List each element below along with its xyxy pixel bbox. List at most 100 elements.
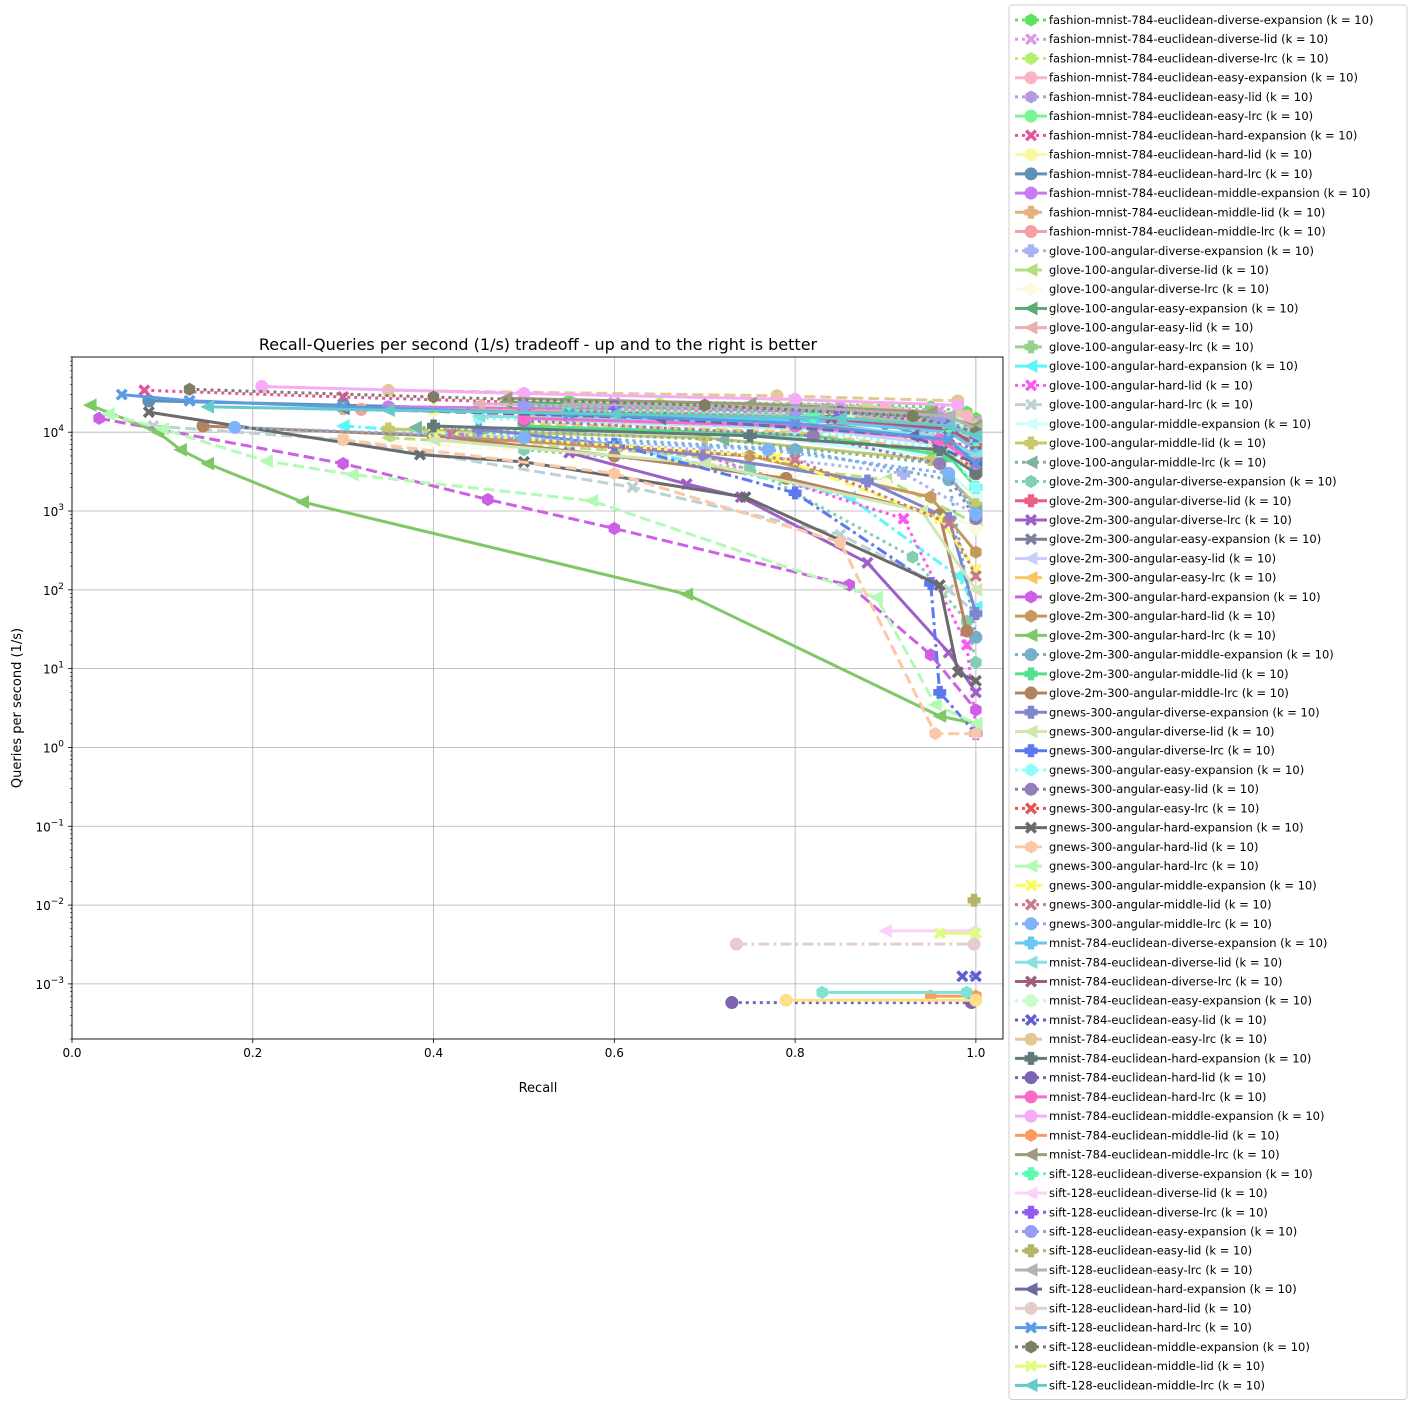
data-point	[770, 451, 784, 464]
data-point	[960, 638, 973, 651]
y-tick-label: 10−1	[35, 818, 64, 834]
data-point	[951, 666, 964, 679]
data-point	[142, 406, 155, 419]
legend-entry: glove-2m-300-angular-hard-expansion (k =…	[1015, 590, 1321, 604]
legend-marker	[1025, 609, 1037, 623]
series-line	[343, 438, 976, 736]
legend-entry: gnews-300-angular-diverse-expansion (k =…	[1015, 705, 1320, 719]
legend-marker	[1024, 936, 1038, 950]
legend-entry: fashion-mnist-784-euclidean-hard-expansi…	[1015, 128, 1357, 142]
legend-label: gnews-300-angular-diverse-lrc (k = 10)	[1049, 744, 1275, 758]
legend-marker	[1023, 724, 1038, 739]
legend-marker	[1024, 994, 1038, 1008]
legend-label: mnist-784-euclidean-easy-expansion (k = …	[1049, 994, 1312, 1008]
legend-label: sift-128-euclidean-easy-expansion (k = 1…	[1049, 1224, 1297, 1238]
data-point	[969, 508, 983, 522]
legend-label: sift-128-euclidean-middle-lid (k = 10)	[1049, 1359, 1265, 1373]
legend-label: glove-100-angular-hard-lrc (k = 10)	[1049, 398, 1253, 412]
legend-marker	[1024, 1321, 1038, 1334]
legend-marker	[1024, 513, 1038, 527]
data-point	[345, 467, 359, 482]
legend-label: mnist-784-euclidean-hard-expansion (k = …	[1049, 1051, 1311, 1065]
legend-label: sift-128-euclidean-hard-lrc (k = 10)	[1049, 1321, 1252, 1335]
data-point	[729, 937, 743, 951]
data-point	[584, 493, 599, 508]
legend-marker	[1024, 1360, 1038, 1373]
legend-marker	[1023, 455, 1038, 470]
data-point	[101, 407, 115, 421]
legend-marker	[1025, 51, 1037, 66]
legend-marker	[1025, 840, 1037, 854]
data-point	[869, 590, 883, 605]
data-point	[82, 398, 97, 413]
legend-entry: mnist-784-euclidean-middle-lid (k = 10)	[1015, 1128, 1279, 1142]
legend-entry: mnist-784-euclidean-easy-expansion (k = …	[1015, 994, 1312, 1008]
legend-entry: glove-100-angular-easy-lrc (k = 10)	[1015, 340, 1254, 354]
data-point	[739, 491, 752, 504]
legend-marker	[1024, 1224, 1038, 1238]
data-point	[967, 937, 981, 951]
data-point	[336, 419, 350, 433]
legend-entry: glove-2m-300-angular-middle-lrc (k = 10)	[1015, 686, 1289, 700]
y-tick-label: 101	[43, 661, 64, 677]
series-line	[433, 424, 977, 475]
data-point	[968, 429, 983, 443]
legend-marker	[1024, 1167, 1038, 1181]
series-glove-2m-300-angular-hard-expansion	[93, 411, 982, 717]
data-point	[861, 556, 874, 569]
legend-label: gnews-300-angular-middle-lid (k = 10)	[1049, 898, 1272, 912]
legend-entry: fashion-mnist-784-euclidean-middle-expan…	[1015, 186, 1371, 200]
data-point	[969, 674, 982, 687]
data-point	[933, 457, 947, 471]
legend-entry: glove-100-angular-hard-lrc (k = 10)	[1015, 398, 1253, 412]
legend-marker	[1023, 1282, 1038, 1296]
legend-label: glove-100-angular-middle-lid (k = 10)	[1049, 436, 1266, 450]
data-point	[779, 993, 793, 1007]
data-point	[183, 394, 196, 407]
y-tick-label: 102	[43, 582, 64, 598]
series-line	[433, 430, 978, 571]
legend-marker	[1023, 417, 1038, 431]
legend-entry: gnews-300-angular-middle-expansion (k = …	[1015, 878, 1317, 892]
legend-label: glove-2m-300-angular-middle-expansion (k…	[1049, 648, 1334, 662]
legend-marker	[1023, 570, 1038, 585]
series-gnews-300-angular-middle-lrc	[228, 420, 983, 522]
legend-entry: mnist-784-euclidean-diverse-expansion (k…	[1015, 936, 1327, 950]
legend-label: glove-100-angular-hard-lid (k = 10)	[1049, 378, 1253, 392]
legend-entry: glove-100-angular-hard-expansion (k = 10…	[1015, 359, 1298, 373]
series-unlabeled-series-72	[816, 985, 973, 999]
data-point	[969, 970, 982, 983]
data-point	[860, 474, 874, 488]
legend-entry: gnews-300-angular-diverse-lid (k = 10)	[1015, 725, 1275, 739]
chart-title: Recall-Queries per second (1/s) tradeoff…	[259, 335, 818, 354]
legend-entry: fashion-mnist-784-euclidean-hard-lid (k …	[1015, 148, 1312, 162]
legend-entry: sift-128-euclidean-easy-lid (k = 10)	[1015, 1244, 1252, 1258]
legend-label: glove-2m-300-angular-easy-lrc (k = 10)	[1049, 571, 1276, 585]
data-point	[743, 429, 757, 443]
legend-label: sift-128-euclidean-easy-lrc (k = 10)	[1049, 1263, 1252, 1277]
legend-marker	[1024, 379, 1038, 392]
legend-marker	[1024, 398, 1038, 411]
legend-entry: mnist-784-euclidean-hard-expansion (k = …	[1015, 1051, 1311, 1065]
y-axis-label: Queries per second (1/s)	[10, 628, 25, 788]
legend-marker	[1024, 1244, 1038, 1258]
data-point	[969, 927, 982, 940]
legend-marker	[1024, 109, 1038, 123]
data-point	[969, 993, 983, 1007]
data-point	[788, 443, 802, 457]
legend-label: sift-128-euclidean-middle-expansion (k =…	[1049, 1340, 1310, 1354]
legend-marker	[1024, 705, 1038, 719]
series-glove-2m-300-angular-hard-lrc	[82, 398, 983, 731]
legend-marker	[1024, 1013, 1038, 1026]
legend-marker	[1023, 1147, 1038, 1162]
x-tick-label: 0.4	[424, 1046, 443, 1060]
legend-entry: mnist-784-euclidean-middle-lrc (k = 10)	[1015, 1148, 1280, 1162]
data-point	[788, 486, 802, 500]
legend-entry: sift-128-euclidean-hard-expansion (k = 1…	[1015, 1282, 1297, 1296]
legend-label: sift-128-euclidean-easy-lid (k = 10)	[1049, 1244, 1252, 1258]
data-point	[942, 517, 955, 530]
legend-label: fashion-mnist-784-euclidean-middle-expan…	[1049, 186, 1371, 200]
data-point	[115, 388, 128, 401]
legend-label: glove-100-angular-middle-lrc (k = 10)	[1049, 455, 1266, 469]
